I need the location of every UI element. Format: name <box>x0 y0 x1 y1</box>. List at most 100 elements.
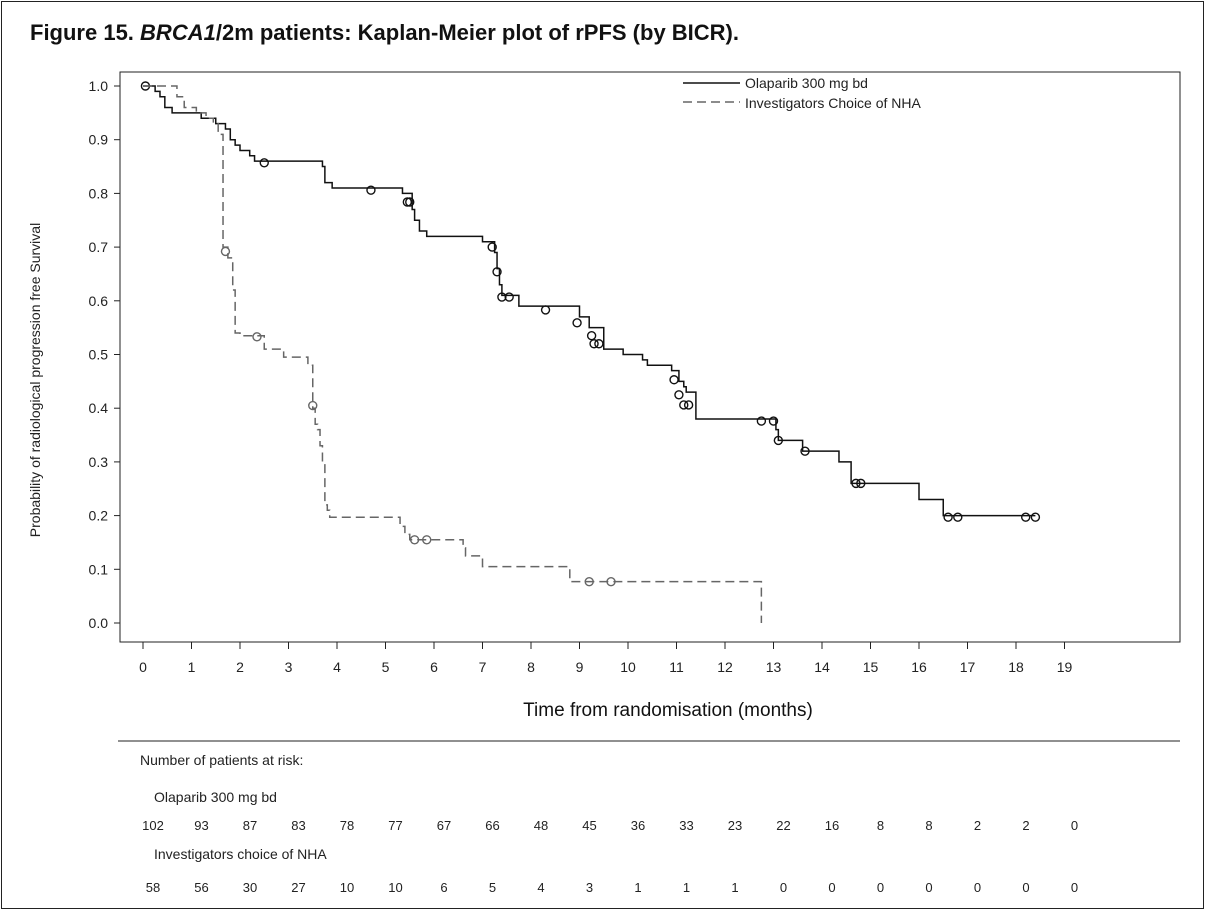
risk-count: 83 <box>291 818 305 833</box>
risk-count: 0 <box>828 880 835 895</box>
y-axis: 0.0 0.1 0.2 0.3 0.4 0.5 0.6 0.7 0.8 0.9 1.0 <box>89 78 120 631</box>
censor-mark <box>540 305 551 315</box>
risk-count: 58 <box>146 880 160 895</box>
censor-mark <box>487 242 497 252</box>
censor-mark <box>422 535 432 545</box>
risk-count: 0 <box>780 880 787 895</box>
x-tick-label: 17 <box>960 659 976 675</box>
risk-table: Number of patients at risk: Olaparib 300… <box>140 752 1078 895</box>
legend-label-nha: Investigators Choice of NHA <box>745 95 922 111</box>
y-tick-label: 0.5 <box>89 347 109 363</box>
censor-mark <box>594 339 604 349</box>
risk-count: 33 <box>679 818 693 833</box>
risk-count: 66 <box>485 818 499 833</box>
risk-row-label-nha: Investigators choice of NHA <box>154 846 327 862</box>
censor-mark <box>1030 512 1041 522</box>
risk-count: 93 <box>194 818 208 833</box>
y-tick-label: 0.1 <box>89 561 109 577</box>
x-tick-label: 8 <box>527 659 535 675</box>
risk-count: 27 <box>291 880 305 895</box>
x-tick-label: 5 <box>382 659 390 675</box>
censor-mark <box>497 292 507 302</box>
censor-mark <box>586 331 597 341</box>
y-tick-label: 1.0 <box>89 78 109 94</box>
risk-count: 0 <box>877 880 884 895</box>
censor-mark <box>669 375 679 385</box>
censor-mark <box>773 435 784 446</box>
x-tick-label: 14 <box>814 659 830 675</box>
censor-mark <box>943 512 953 522</box>
risk-count: 6 <box>440 880 447 895</box>
risk-count: 0 <box>1022 880 1029 895</box>
y-tick-label: 0.3 <box>89 454 109 470</box>
x-axis-label: Time from randomisation (months) <box>523 700 813 721</box>
x-tick-label: 12 <box>717 659 733 675</box>
risk-count: 22 <box>776 818 790 833</box>
risk-count: 3 <box>586 880 593 895</box>
series-layer <box>140 81 1041 623</box>
censor-mark <box>584 576 594 587</box>
censor-mark <box>756 416 767 426</box>
risk-count: 87 <box>243 818 257 833</box>
censor-mark <box>504 292 514 302</box>
risk-row-label-olaparib: Olaparib 300 mg bd <box>154 789 277 805</box>
x-tick-label: 11 <box>669 659 684 675</box>
y-tick-label: 0.8 <box>89 185 109 201</box>
figure-title: Figure 15. BRCA1/2m patients: Kaplan-Mei… <box>30 20 739 45</box>
censor-mark <box>492 267 502 277</box>
risk-count: 67 <box>437 818 451 833</box>
censor-mark <box>683 400 694 410</box>
x-tick-label: 19 <box>1057 659 1073 675</box>
km-curve-olaparib <box>143 85 1036 517</box>
y-tick-label: 0.4 <box>89 400 109 416</box>
censor-mark <box>953 512 963 522</box>
x-tick-label: 0 <box>139 659 147 675</box>
risk-table-header: Number of patients at risk: <box>140 752 303 768</box>
risk-count: 78 <box>340 818 354 833</box>
x-tick-label: 13 <box>766 659 782 675</box>
censor-mark <box>606 576 616 587</box>
risk-count: 10 <box>340 880 354 895</box>
x-tick-label: 6 <box>430 659 438 675</box>
risk-count: 77 <box>388 818 402 833</box>
x-tick-label: 3 <box>285 659 293 675</box>
legend: Olaparib 300 mg bd Investigators Choice … <box>683 75 922 111</box>
y-tick-label: 0.7 <box>89 239 109 255</box>
censor-mark <box>851 478 861 489</box>
y-tick-label: 0.0 <box>89 615 109 631</box>
risk-count: 102 <box>142 818 164 833</box>
risk-count: 0 <box>925 880 932 895</box>
risk-count: 48 <box>534 818 548 833</box>
censor-mark <box>856 478 866 489</box>
x-tick-label: 2 <box>236 659 244 675</box>
risk-count: 30 <box>243 880 257 895</box>
risk-count: 1 <box>634 880 641 895</box>
censor-mark <box>589 339 599 349</box>
risk-count: 16 <box>825 818 839 833</box>
x-tick-label: 9 <box>576 659 584 675</box>
risk-count: 1 <box>683 880 690 895</box>
x-tick-label: 16 <box>911 659 927 675</box>
risk-count: 5 <box>489 880 496 895</box>
censor-mark <box>679 400 689 410</box>
risk-count: 4 <box>537 880 544 895</box>
censor-mark <box>308 400 318 411</box>
y-axis-label: Probability of radiological progression … <box>27 223 43 537</box>
x-tick-label: 7 <box>479 659 487 675</box>
risk-count: 10 <box>388 880 402 895</box>
censor-mark <box>800 446 810 456</box>
legend-label-olaparib: Olaparib 300 mg bd <box>745 75 868 91</box>
censor-mark <box>674 390 684 400</box>
y-tick-label: 0.9 <box>89 132 109 148</box>
risk-count: 0 <box>974 880 981 895</box>
risk-count: 0 <box>1071 880 1078 895</box>
y-tick-label: 0.2 <box>89 508 109 524</box>
censor-mark <box>259 158 269 168</box>
x-tick-label: 10 <box>620 659 636 675</box>
risk-count: 2 <box>1022 818 1029 833</box>
censor-mark <box>366 185 376 195</box>
risk-count: 56 <box>194 880 208 895</box>
risk-count: 8 <box>877 818 884 833</box>
